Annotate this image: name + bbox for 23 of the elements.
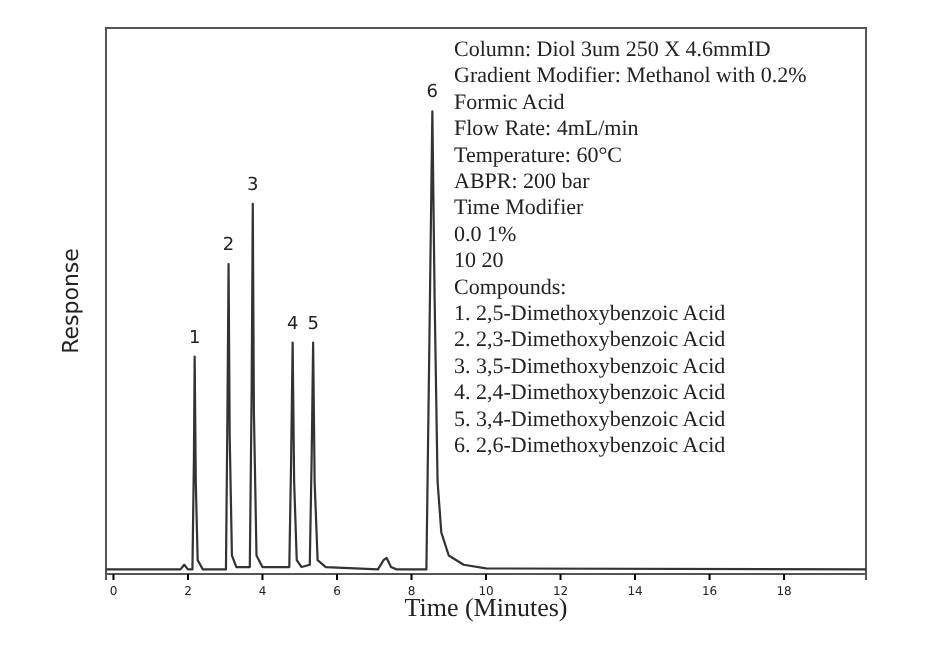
annotation: 1 <box>188 328 201 349</box>
annotation: 3. 3,5-Dimethoxybenzoic Acid <box>454 354 727 379</box>
text: Column: Diol 3um 250 X 4.6mmID <box>454 38 771 62</box>
x-axis-title: Time (Minutes) <box>404 592 568 622</box>
annotation: 5 <box>307 314 319 335</box>
annotation: Time Modifier <box>454 196 585 221</box>
annotation: 10 20 <box>454 249 505 274</box>
annotation: 3 <box>247 175 259 196</box>
annotation: 4. 2,4-Dimethoxybenzoic Acid <box>454 381 727 406</box>
annotation: 1. 2,5-Dimethoxybenzoic Acid <box>454 302 727 326</box>
annotation: Compounds: <box>454 275 567 300</box>
annotation: Flow Rate: 4mL/min <box>454 117 640 142</box>
y-axis-title: Response <box>58 247 84 354</box>
annotation: ABPR: 200 bar <box>454 170 591 194</box>
annotation: 2 <box>222 235 235 256</box>
annotation: 0.0 1% <box>454 222 517 247</box>
annotation: Gradient Modifier: Methanol with 0.2% Formic Acid <box>454 64 807 115</box>
annotation: 6. 2,6-Dimethoxybenzoic Acid <box>454 434 727 458</box>
annotation: 6 <box>426 83 439 104</box>
annotation: 5. 3,4-Dimethoxybenzoic Acid <box>454 407 727 432</box>
annotation: Temperature: 60°C <box>454 143 622 168</box>
annotation: 4 <box>286 314 299 335</box>
annotation: 2. 2,3-Dimethoxybenzoic Acid <box>454 328 727 353</box>
